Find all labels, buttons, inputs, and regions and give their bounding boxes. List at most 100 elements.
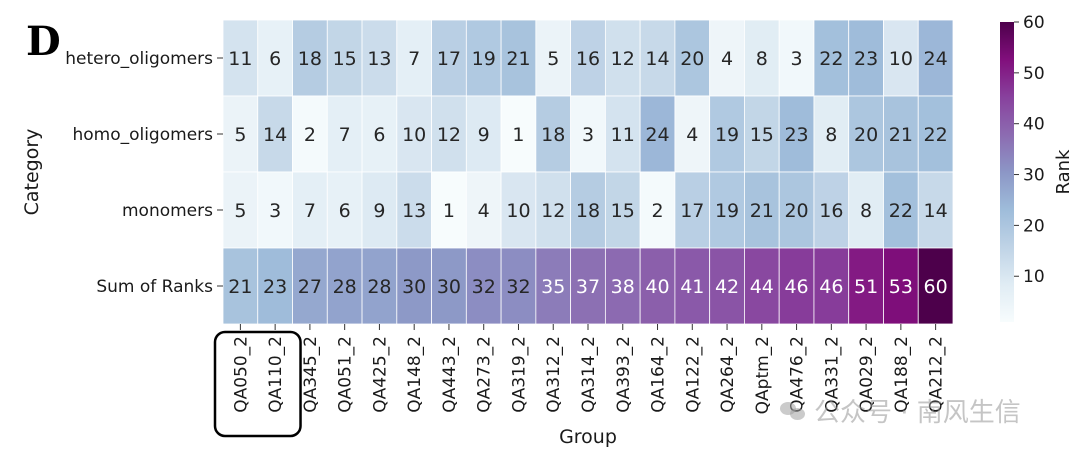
watermark: 公众号 · 南风生信 xyxy=(780,392,1021,429)
panel-label: D xyxy=(26,18,61,65)
cell-value-label: 14 xyxy=(645,48,669,70)
heatmap-cell xyxy=(744,247,780,325)
cell-value-label: 2 xyxy=(304,124,316,146)
x-tick-label: QAptm_2 xyxy=(753,336,773,414)
cell-value-label: 14 xyxy=(924,200,948,222)
heatmap-cell xyxy=(361,247,398,325)
heatmap-cell xyxy=(257,95,293,173)
heatmap-cell xyxy=(813,95,850,173)
heatmap-cell xyxy=(465,95,502,173)
cell-value-label: 20 xyxy=(784,200,808,222)
cell-value-label: 18 xyxy=(298,48,322,70)
cell-value-label: 4 xyxy=(478,200,490,222)
cell-value-label: 3 xyxy=(269,200,281,222)
cell-value-label: 9 xyxy=(478,124,490,146)
heatmap-cell xyxy=(848,95,884,173)
cell-value-label: 18 xyxy=(576,200,600,222)
colorbar-tick-label: 20 xyxy=(1023,216,1045,236)
colorbar-tick-label: 10 xyxy=(1023,267,1045,287)
cell-value-label: 32 xyxy=(506,276,530,298)
heatmap-cell xyxy=(848,247,884,325)
heatmap-cell xyxy=(744,19,780,97)
heatmap-cell xyxy=(744,95,780,173)
cell-value-label: 32 xyxy=(472,276,496,298)
heatmap-cell xyxy=(500,247,537,325)
cell-value-label: 44 xyxy=(750,276,774,298)
heatmap-cell xyxy=(326,95,363,173)
heatmap-cell xyxy=(361,171,398,249)
cell-value-label: 20 xyxy=(854,124,878,146)
cell-value-label: 30 xyxy=(437,276,461,298)
heatmap-cell xyxy=(639,171,676,249)
heatmap-cell xyxy=(848,19,884,97)
cell-value-label: 37 xyxy=(576,276,600,298)
x-tick-label: QA029_2 xyxy=(857,336,877,413)
heatmap-cell xyxy=(535,247,572,325)
heatmap-cell xyxy=(222,95,259,173)
x-tick-label: QA264_2 xyxy=(718,336,738,413)
x-tick-label: QA212_2 xyxy=(927,336,947,413)
cell-value-label: 19 xyxy=(715,200,739,222)
cell-value-label: 17 xyxy=(437,48,461,70)
x-tick-label: QA331_2 xyxy=(822,336,842,413)
cell-value-label: 12 xyxy=(437,124,461,146)
cell-value-label: 10 xyxy=(506,200,530,222)
cell-value-label: 8 xyxy=(860,200,872,222)
heatmap-cell xyxy=(674,19,711,97)
cell-value-label: 23 xyxy=(263,276,287,298)
cell-value-label: 7 xyxy=(339,124,351,146)
heatmap-cell xyxy=(222,247,259,325)
colorbar-tick-label: 60 xyxy=(1023,13,1045,33)
heatmap-cell xyxy=(813,19,850,97)
heatmap-cell xyxy=(222,19,259,97)
cell-value-label: 18 xyxy=(541,124,565,146)
cell-value-label: 1 xyxy=(443,200,455,222)
heatmap-cell xyxy=(431,95,467,173)
cell-value-label: 21 xyxy=(750,200,774,222)
heatmap-cell xyxy=(674,247,711,325)
heatmap-cell xyxy=(778,171,815,249)
cell-value-label: 22 xyxy=(889,200,913,222)
x-tick-label: QA393_2 xyxy=(614,336,634,413)
cell-value-label: 24 xyxy=(924,48,948,70)
x-tick-label: QA345_2 xyxy=(301,336,321,413)
x-tick-label: QA425_2 xyxy=(370,336,390,413)
heatmap-cell xyxy=(709,95,745,173)
cell-value-label: 17 xyxy=(680,200,704,222)
x-tick-label: QA443_2 xyxy=(440,336,460,413)
cell-value-label: 9 xyxy=(373,200,385,222)
heatmap-cell xyxy=(848,171,884,249)
cell-value-label: 2 xyxy=(651,200,663,222)
cell-value-label: 7 xyxy=(408,48,420,70)
heatmap-cell xyxy=(917,95,954,173)
colorbar-tick-label: 40 xyxy=(1023,115,1045,135)
cell-value-label: 19 xyxy=(715,124,739,146)
x-axis-title: Group xyxy=(559,426,617,448)
colorbar-title: Rank xyxy=(1053,149,1074,195)
cell-value-label: 40 xyxy=(645,276,669,298)
heatmap-cell xyxy=(604,171,641,249)
x-tick-label: QA148_2 xyxy=(405,336,425,413)
cell-value-label: 5 xyxy=(234,124,246,146)
cell-value-label: 15 xyxy=(333,48,357,70)
cell-value-label: 21 xyxy=(506,48,530,70)
heatmap-cell xyxy=(917,247,954,325)
cell-value-label: 23 xyxy=(784,124,808,146)
heatmap-cell xyxy=(396,19,432,97)
cell-value-label: 24 xyxy=(645,124,669,146)
colorbar-tick-label: 50 xyxy=(1023,64,1045,84)
heatmap-cell xyxy=(326,171,363,249)
cell-value-label: 51 xyxy=(854,276,878,298)
cell-value-label: 7 xyxy=(304,200,316,222)
cell-value-label: 21 xyxy=(228,276,252,298)
cell-value-label: 4 xyxy=(686,124,698,146)
cell-value-label: 38 xyxy=(611,276,635,298)
heatmap-cell xyxy=(326,247,363,325)
cell-value-label: 8 xyxy=(825,124,837,146)
cell-value-label: 15 xyxy=(611,200,635,222)
highlight-box xyxy=(213,330,302,438)
x-tick-label: QA312_2 xyxy=(544,336,564,413)
x-tick-label: QA314_2 xyxy=(579,336,599,413)
